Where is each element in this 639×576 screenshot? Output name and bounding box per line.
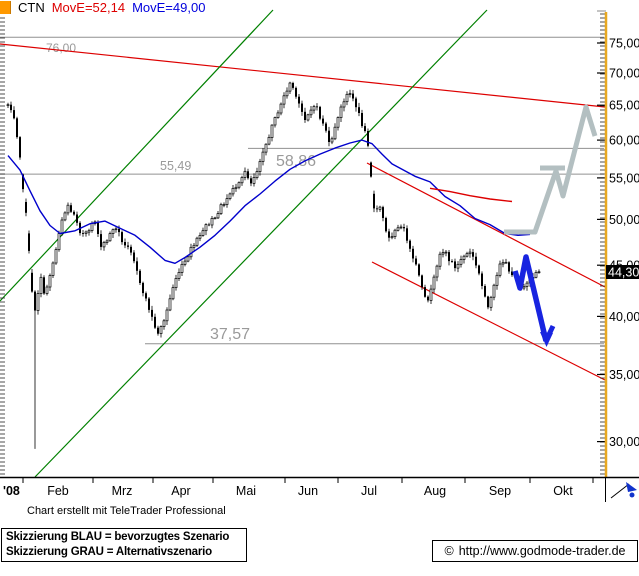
svg-text:Aug: Aug — [424, 484, 446, 498]
svg-text:55,49: 55,49 — [160, 159, 191, 173]
instrument-icon — [0, 1, 11, 14]
svg-text:58,86: 58,86 — [276, 153, 316, 170]
drawing-pen-icon[interactable] — [606, 479, 639, 502]
price-chart[interactable]: 76,00 58,86 55,49 37,57 75,00 70,00 65,00 60,00… — [0, 0, 639, 502]
credit-text: Chart erstellt mit TeleTrader Profession… — [27, 505, 226, 517]
copyright-url: http://www.godmode-trader.de — [458, 544, 626, 558]
svg-text:50,00: 50,00 — [609, 213, 639, 227]
instrument-symbol: CTN — [18, 0, 45, 15]
svg-text:40,00: 40,00 — [609, 310, 639, 324]
legend-line-blue: Skizzierung BLAU = bevorzugtes Szenario — [6, 531, 230, 543]
svg-text:55,00: 55,00 — [609, 171, 639, 185]
svg-text:70,00: 70,00 — [609, 67, 639, 81]
scenario-legend-box: Skizzierung BLAU = bevorzugtes Szenario … — [1, 528, 247, 562]
svg-text:'08: '08 — [3, 484, 20, 498]
indicator-label-blue: MovE=49,00 — [132, 0, 206, 15]
svg-text:35,00: 35,00 — [609, 368, 639, 382]
svg-text:Jun: Jun — [298, 484, 318, 498]
legend-line-gray: Skizzierung GRAU = Alternativszenario — [6, 546, 212, 558]
copyright-icon: © — [444, 544, 454, 558]
svg-text:Sep: Sep — [489, 484, 511, 498]
svg-text:Feb: Feb — [47, 484, 69, 498]
svg-text:37,57: 37,57 — [210, 326, 250, 343]
copyright-box: © http://www.godmode-trader.de — [432, 540, 638, 562]
svg-text:65,00: 65,00 — [609, 99, 639, 113]
svg-text:Okt: Okt — [553, 484, 573, 498]
svg-text:75,00: 75,00 — [609, 37, 639, 51]
svg-text:60,00: 60,00 — [609, 134, 639, 148]
svg-text:44,30: 44,30 — [608, 266, 639, 280]
svg-text:76,00: 76,00 — [46, 41, 76, 55]
indicator-label-red: MovE=52,14 — [51, 0, 126, 15]
svg-text:Apr: Apr — [171, 484, 190, 498]
svg-text:Jul: Jul — [361, 484, 377, 498]
svg-text:30,00: 30,00 — [609, 435, 639, 449]
svg-text:Mai: Mai — [236, 484, 256, 498]
chart-title-bar: CTN MovE=52,14 MovE=49,00 — [0, 0, 212, 15]
svg-text:Mrz: Mrz — [112, 484, 133, 498]
